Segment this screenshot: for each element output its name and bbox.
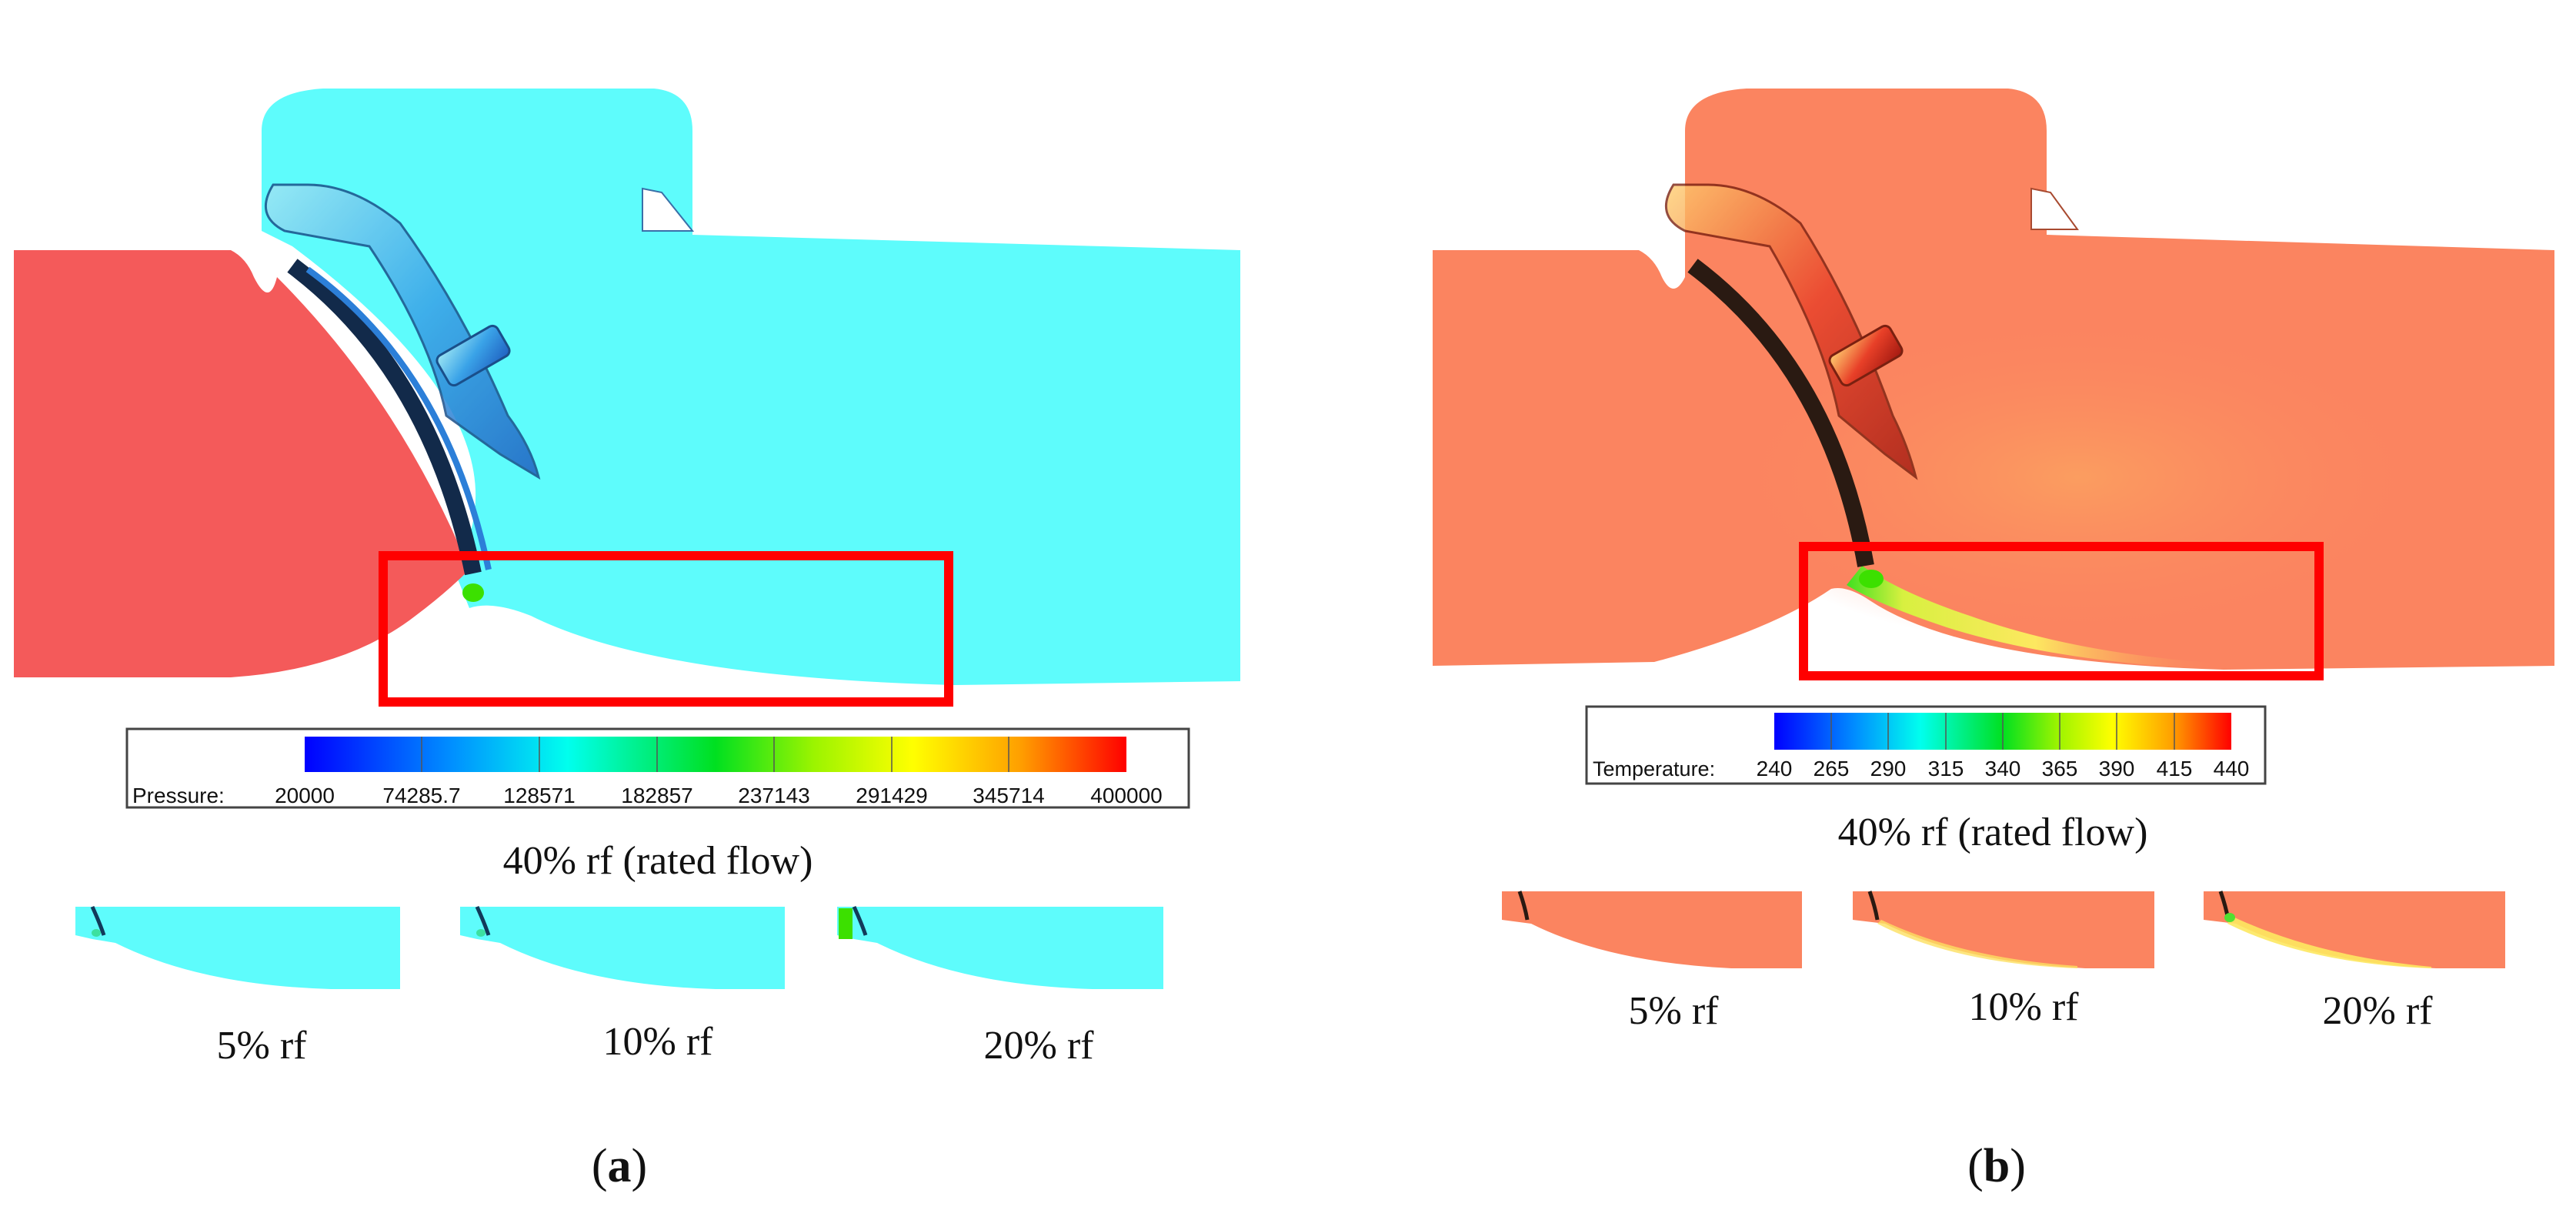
pressure-legend: Pressure: 20000 74285.7 128571 182857 23… (125, 727, 1190, 809)
seat-jet (462, 583, 484, 602)
pressure-legend-title: Pressure: (132, 784, 225, 807)
thumbnail-caption: 20% rf (2323, 989, 2434, 1033)
thumbnail-10rf (460, 905, 785, 989)
valve-disc (287, 259, 482, 576)
temperature-tick: 315 (1928, 757, 1964, 780)
panel-a: Pressure: 20000 74285.7 128571 182857 23… (14, 89, 1240, 1192)
temperature-tick: 415 (2157, 757, 2193, 780)
cool-streak (1847, 566, 2224, 670)
thumbnail-caption: 10% rf (1969, 985, 2080, 1029)
pressure-tick: 291429 (856, 784, 927, 807)
panel-label-a: (a) (592, 1140, 647, 1192)
temperature-tick: 440 (2214, 757, 2250, 780)
thumbnail-20rf (2204, 891, 2505, 968)
warm-core (1708, 308, 2447, 647)
thumbnail-caption: 5% rf (1629, 989, 1720, 1033)
main-caption: 40% rf (rated flow) (503, 839, 813, 883)
temperature-tick: 340 (1985, 757, 2021, 780)
temperature-tick: 290 (1870, 757, 1907, 780)
thumbnail-20rf (837, 905, 1163, 989)
pressure-tick: 74285.7 (382, 784, 460, 807)
thumbnail-caption: 5% rf (217, 1024, 308, 1068)
highlight-box (379, 551, 953, 707)
panel-b: Temperature: 240 265 290 315 340 365 390… (1433, 89, 2554, 1192)
temperature-tick: 365 (2042, 757, 2078, 780)
thumbnail-5rf (75, 905, 400, 989)
temperature-tick: 240 (1757, 757, 1793, 780)
temperature-tick: 265 (1814, 757, 1850, 780)
temperature-legend-title: Temperature: (1593, 757, 1715, 780)
pressure-colorbar (305, 737, 1126, 772)
pressure-tick: 182857 (621, 784, 692, 807)
pressure-tick: 400000 (1090, 784, 1162, 807)
temperature-tick: 390 (2099, 757, 2135, 780)
pressure-inlet-region (14, 250, 469, 677)
thumbnail-10rf (1853, 891, 2154, 968)
pressure-tick: 345714 (973, 784, 1044, 807)
pressure-tick: 237143 (738, 784, 809, 807)
seat-notch (2030, 187, 2079, 230)
pressure-tick: 128571 (503, 784, 575, 807)
hinge-pin (1828, 324, 1904, 387)
valve-disc-face (305, 266, 492, 570)
seat-jet (1859, 570, 1884, 588)
panel-label-b: (b) (1967, 1140, 2026, 1192)
disc-arm (264, 183, 541, 480)
temperature-legend: Temperature: 240 265 290 315 340 365 390… (1585, 705, 2267, 785)
pressure-outlet-region (262, 89, 1240, 685)
hinge-pin (435, 324, 511, 387)
thumbnail-caption: 10% rf (603, 1020, 714, 1064)
disc-arm (1664, 183, 1918, 480)
valve-disc (1687, 259, 1874, 567)
highlight-box (1799, 542, 2324, 680)
main-caption: 40% rf (rated flow) (1838, 811, 2148, 854)
thumbnail-5rf (1502, 891, 1802, 968)
thumbnail-caption: 20% rf (984, 1024, 1095, 1068)
pressure-tick: 20000 (275, 784, 335, 807)
seat-notch (642, 187, 695, 232)
